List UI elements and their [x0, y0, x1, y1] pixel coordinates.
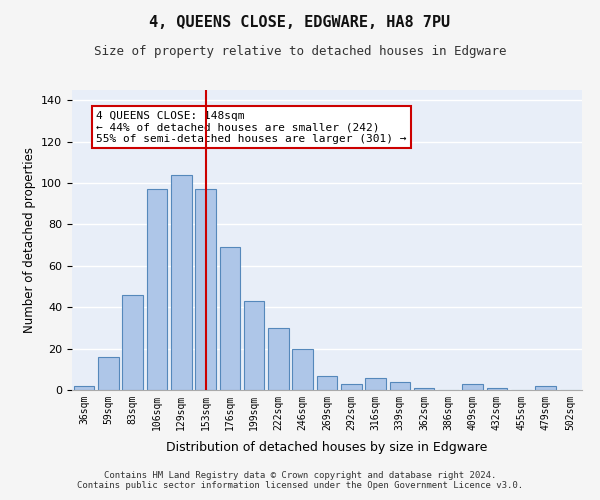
Bar	[389, 382, 410, 390]
Bar	[122, 295, 143, 390]
Text: 4 QUEENS CLOSE: 148sqm
← 44% of detached houses are smaller (242)
55% of semi-de: 4 QUEENS CLOSE: 148sqm ← 44% of detached…	[96, 110, 407, 144]
Bar	[146, 190, 167, 390]
Text: Contains HM Land Registry data © Crown copyright and database right 2024.
Contai: Contains HM Land Registry data © Crown c…	[77, 470, 523, 490]
Bar	[341, 384, 362, 390]
X-axis label: Distribution of detached houses by size in Edgware: Distribution of detached houses by size …	[166, 441, 488, 454]
Bar	[365, 378, 386, 390]
Bar	[487, 388, 508, 390]
Bar	[98, 357, 119, 390]
Bar	[414, 388, 434, 390]
Bar	[268, 328, 289, 390]
Y-axis label: Number of detached properties: Number of detached properties	[23, 147, 35, 333]
Bar	[317, 376, 337, 390]
Bar	[195, 190, 216, 390]
Bar	[171, 175, 191, 390]
Bar	[292, 348, 313, 390]
Bar	[74, 386, 94, 390]
Text: 4, QUEENS CLOSE, EDGWARE, HA8 7PU: 4, QUEENS CLOSE, EDGWARE, HA8 7PU	[149, 15, 451, 30]
Bar	[463, 384, 483, 390]
Bar	[244, 301, 265, 390]
Text: Size of property relative to detached houses in Edgware: Size of property relative to detached ho…	[94, 45, 506, 58]
Bar	[220, 247, 240, 390]
Bar	[535, 386, 556, 390]
